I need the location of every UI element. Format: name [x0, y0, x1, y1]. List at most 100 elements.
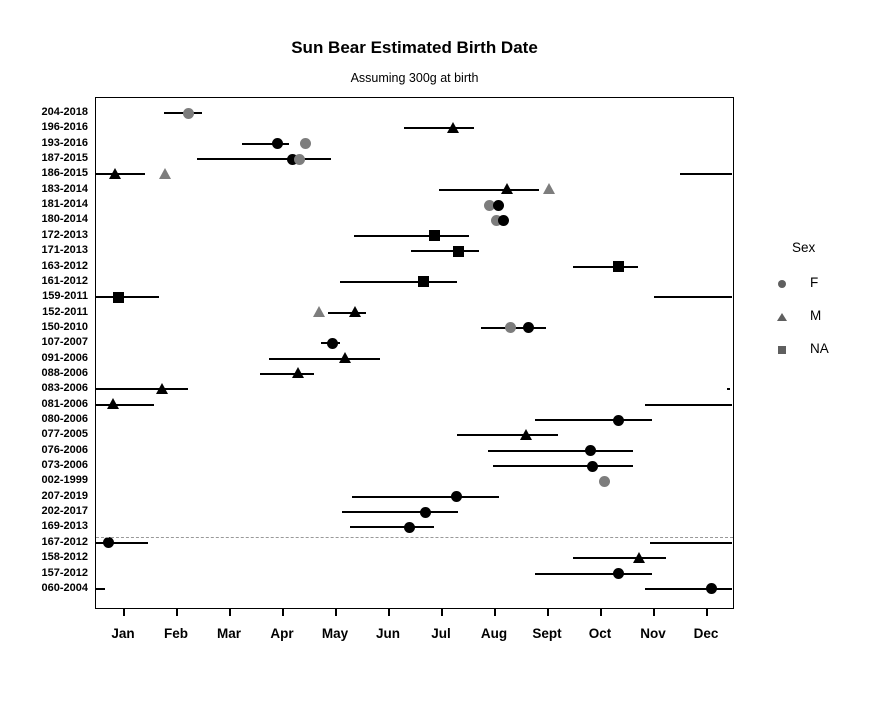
x-axis-month-label: Aug: [480, 626, 508, 641]
row-label: 077-2005: [41, 428, 89, 441]
estimate-range-line: [96, 296, 159, 299]
x-axis-tick: [441, 609, 443, 616]
estimate-range-line: [488, 449, 633, 452]
data-point-triangle: [155, 382, 168, 394]
data-point-triangle: [633, 551, 646, 563]
data-point-square: [418, 276, 430, 288]
row-label: 186-2015: [41, 167, 89, 180]
x-axis-tick: [547, 609, 549, 616]
estimate-range-line: [411, 250, 480, 253]
data-point-circle: [498, 214, 510, 226]
row-label: 076-2006: [41, 443, 89, 456]
estimate-range-line: [341, 511, 459, 514]
row-label: 171-2013: [41, 244, 89, 257]
legend-entry-na: NA: [770, 339, 880, 372]
row-label: 159-2011: [42, 290, 88, 303]
row-label: 073-2006: [41, 459, 89, 472]
data-point-triangle: [500, 183, 513, 195]
x-axis-tick: [176, 609, 178, 616]
estimate-range-line: [350, 526, 435, 529]
estimate-range-line: [242, 142, 290, 145]
chart-title: Sun Bear Estimated Birth Date: [291, 38, 538, 57]
row-label: 083-2006: [41, 382, 89, 395]
row-label: 167-2012: [41, 535, 89, 548]
data-point-triangle: [106, 398, 119, 410]
x-axis-tick: [335, 609, 337, 616]
plot-area: [95, 97, 734, 609]
row-label: 081-2006: [41, 397, 89, 410]
x-axis-month-label: Oct: [588, 626, 612, 641]
estimate-range-line: [644, 403, 732, 406]
estimate-range-line: [259, 372, 314, 375]
x-axis-month-label: Jan: [111, 626, 135, 641]
x-axis-tick: [123, 609, 125, 616]
data-point-triangle: [349, 306, 362, 318]
estimate-range-line: [493, 465, 633, 468]
x-axis-month-label: May: [321, 626, 349, 641]
estimate-range-line: [653, 296, 732, 299]
data-point-circle: [599, 475, 611, 487]
estimate-range-line: [339, 280, 457, 283]
data-point-circle: [327, 337, 339, 349]
row-label: 180-2014: [41, 213, 89, 226]
estimate-range-line: [644, 587, 732, 590]
data-point-circle: [484, 199, 496, 211]
x-axis-tick: [388, 609, 390, 616]
x-axis-tick: [282, 609, 284, 616]
estimate-range-line: [96, 541, 149, 544]
x-axis-month-label: Feb: [163, 626, 188, 641]
data-point-circle: [493, 199, 504, 211]
row-label: 163-2012: [41, 259, 89, 272]
row-label: 202-2017: [41, 505, 89, 518]
x-axis-month-label: Nov: [640, 626, 666, 641]
data-point-triangle: [542, 183, 555, 195]
estimate-range-line: [726, 388, 731, 391]
row-label: 204-2018: [41, 106, 89, 118]
estimate-range-line: [352, 495, 499, 498]
data-point-circle: [419, 506, 431, 518]
legend-entry-f: F: [770, 273, 880, 306]
data-point-circle: [587, 460, 599, 472]
estimate-range-line: [573, 557, 666, 560]
male-triangle-icon: [777, 313, 787, 321]
x-axis-month-label: Apr: [270, 626, 294, 641]
estimate-range-line: [327, 311, 367, 314]
data-point-square: [113, 291, 125, 303]
data-point-triangle: [159, 167, 172, 179]
legend-entry-m: M: [770, 306, 880, 339]
row-label: 207-2019: [41, 489, 89, 502]
data-point-circle: [182, 107, 194, 119]
x-axis-tick: [494, 609, 496, 616]
row-label: 172-2013: [41, 228, 89, 241]
x-axis-month-label: Sept: [532, 626, 562, 641]
data-point-circle: [294, 153, 306, 165]
na-square-icon: [778, 346, 786, 354]
estimate-range-line: [439, 188, 539, 191]
row-label: 091-2006: [41, 351, 89, 364]
legend-title: Sex: [792, 240, 816, 255]
row-label: 161-2012: [41, 274, 89, 287]
estimate-range-line: [456, 434, 558, 437]
row-label: 196-2016: [41, 121, 89, 134]
legend-entry-label: NA: [810, 341, 829, 356]
data-point-circle: [404, 521, 416, 533]
estimate-range-line: [404, 127, 475, 130]
data-point-square: [452, 245, 464, 257]
row-label: 107-2007: [41, 336, 89, 349]
data-point-triangle: [108, 167, 121, 179]
estimate-range-line: [573, 265, 638, 268]
row-label: 150-2010: [41, 320, 89, 333]
row-label: 181-2014: [41, 198, 89, 211]
estimate-range-line: [268, 357, 381, 360]
dashed-separator-line: [96, 536, 733, 538]
estimate-range-line: [96, 403, 154, 406]
x-axis-tick: [653, 609, 655, 616]
estimate-range-line: [353, 234, 469, 237]
row-label: 187-2015: [41, 152, 89, 165]
legend-entry-label: F: [810, 275, 819, 290]
row-label: 157-2012: [41, 566, 89, 579]
x-axis-month-label: Dec: [693, 626, 719, 641]
data-point-circle: [522, 322, 534, 334]
row-label: 193-2016: [41, 136, 89, 149]
data-point-triangle: [519, 428, 532, 440]
